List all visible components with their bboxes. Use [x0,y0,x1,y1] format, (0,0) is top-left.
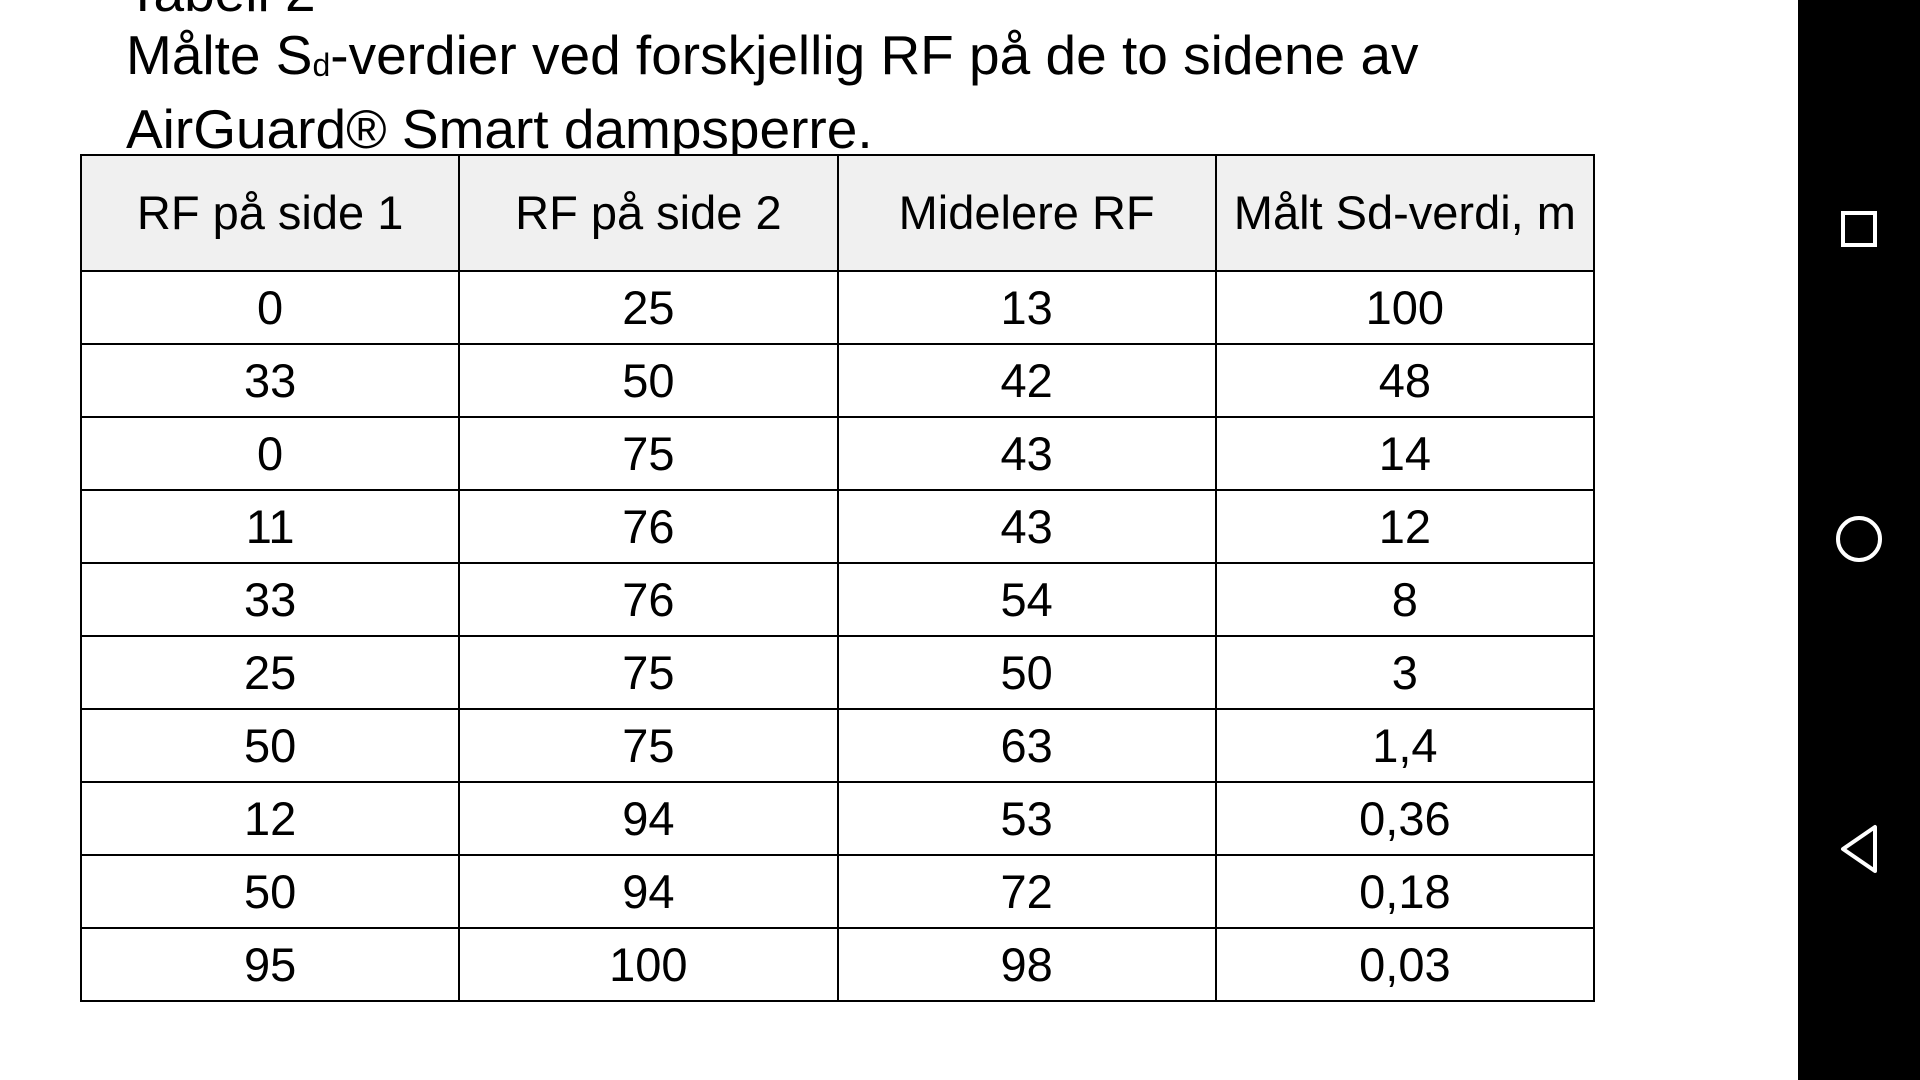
table-cell: 13 [836,270,1217,345]
table-cell: 50 [79,708,461,783]
table-cell: 14 [1214,416,1596,491]
table-cell: 75 [458,635,839,710]
table-row: 0 75 43 14 [79,416,1596,491]
table-cell: 50 [836,635,1217,710]
table-cell: 0,18 [1214,854,1596,929]
table-cell: 33 [79,343,461,418]
caption-text: Målte S [126,24,313,86]
table-cell: 53 [836,781,1217,856]
table-cell: 0 [79,270,461,345]
table-cell: 25 [79,635,461,710]
table-cell: 3 [1214,635,1596,710]
table-cell: 50 [458,343,839,418]
table-cell: 48 [1214,343,1596,418]
table-row: 50 94 72 0,18 [79,854,1596,929]
table-cell: 76 [458,489,839,564]
table-cell: 1,4 [1214,708,1596,783]
table-cell: 33 [79,562,461,637]
table-cell: 25 [458,270,839,345]
table-cell: 12 [79,781,461,856]
table-cell: 95 [79,927,461,1002]
table-cell: 72 [836,854,1217,929]
table-cell: 42 [836,343,1217,418]
nav-icons [1836,211,1882,873]
table-cell: 0,03 [1214,927,1596,1002]
recents-button[interactable] [1841,211,1877,247]
table-cell: 100 [1214,270,1596,345]
home-button[interactable] [1836,516,1882,562]
table-row: 25 75 50 3 [79,635,1596,710]
table-row: 11 76 43 12 [79,489,1596,564]
table-row: 50 75 63 1,4 [79,708,1596,783]
heading: Tabell 2 [126,0,316,22]
header-cell: Midelere RF [836,154,1217,272]
table-cell: 43 [836,489,1217,564]
table-cell: 8 [1214,562,1596,637]
table-cell: 54 [836,562,1217,637]
caption-text: -verdier ved forskjellig RF på de to sid… [126,24,1419,160]
table-cell: 76 [458,562,839,637]
header-row: RF på side 1 RF på side 2 Midelere RF Målt … [79,154,1596,272]
table-cell: 94 [458,781,839,856]
header-cell: Målt Sd-verdi, m [1214,154,1596,272]
table-row: 33 76 54 8 [79,562,1596,637]
table-row: 33 50 42 48 [79,343,1596,418]
subscript: d [312,47,331,83]
table-cell: 43 [836,416,1217,491]
header-cell: RF på side 2 [458,154,839,272]
table-cell: 75 [458,416,839,491]
table-row: 95 100 98 0,03 [79,927,1596,1002]
table-cell: 75 [458,708,839,783]
caption: Målte Sd-verdier ved forskjellig RF på d… [126,22,1526,162]
table-cell: 0 [79,416,461,491]
header-cell: RF på side 1 [79,154,461,272]
table-cell: 94 [458,854,839,929]
table-cell: 98 [836,927,1217,1002]
navigation-bar [1798,0,1920,1080]
table-cell: 0,36 [1214,781,1596,856]
table-row: 0 25 13 100 [79,270,1596,345]
table-cell: 12 [1214,489,1596,564]
back-button[interactable] [1841,825,1877,873]
table-cell: 100 [458,927,839,1002]
data-table: RF på side 1 RF på side 2 Midelere RF Målt … [79,154,1596,1002]
table-row: 12 94 53 0,36 [79,781,1596,856]
table-cell: 11 [79,489,461,564]
table-cell: 63 [836,708,1217,783]
table-cell: 50 [79,854,461,929]
